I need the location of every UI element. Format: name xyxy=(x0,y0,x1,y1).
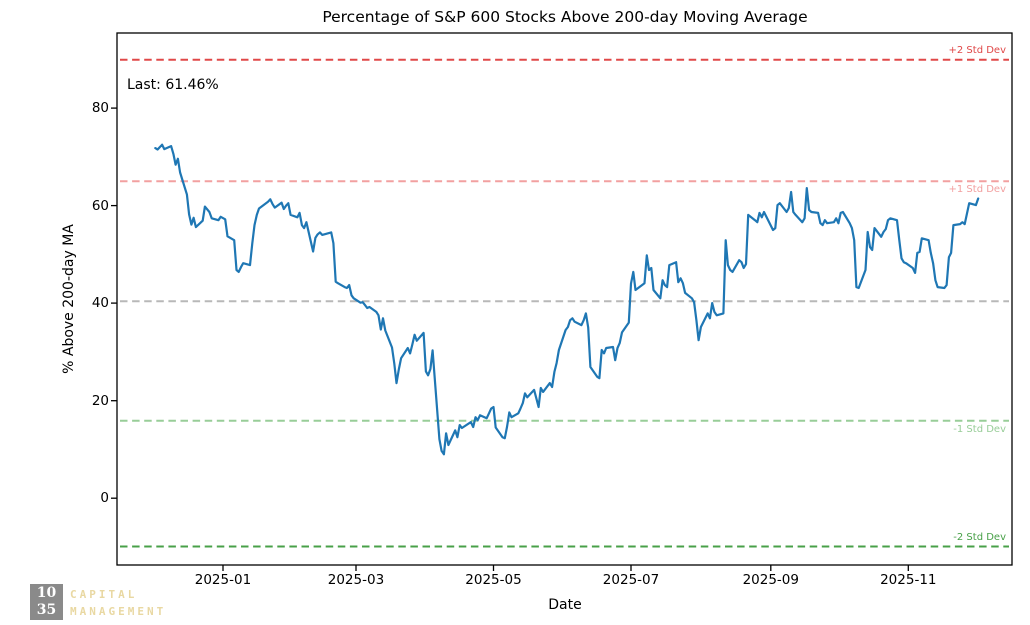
y-tick-label: 0 xyxy=(100,490,109,507)
x-axis-label: Date xyxy=(548,597,582,613)
last-value-annotation: Last: 61.46% xyxy=(127,77,219,93)
x-tick-label: 2025-01 xyxy=(194,572,252,588)
y-tick-label: 20 xyxy=(91,392,109,409)
y-tick-label: 80 xyxy=(91,100,109,117)
chart-title: Percentage of S&P 600 Stocks Above 200-d… xyxy=(322,8,808,26)
std-dev-label-plus1: +1 Std Dev xyxy=(948,184,1007,196)
std-dev-label-minus2: -2 Std Dev xyxy=(953,531,1006,543)
x-tick-label: 2025-05 xyxy=(465,572,522,588)
logo-box-line2: 35 xyxy=(36,602,57,618)
logo: 10 35 CAPITAL MANAGEMENT xyxy=(30,584,166,620)
x-tick-label: 2025-07 xyxy=(602,572,660,588)
x-tick-label: 2025-11 xyxy=(880,572,937,588)
logo-wordmark: CAPITAL MANAGEMENT xyxy=(70,584,166,620)
x-tick-label: 2025-09 xyxy=(742,572,799,588)
logo-wordmark-line1: CAPITAL xyxy=(70,588,138,601)
logo-wordmark-line2: MANAGEMENT xyxy=(70,605,167,618)
logo-box-line1: 10 xyxy=(36,585,57,601)
std-dev-label-minus1: -1 Std Dev xyxy=(953,423,1006,435)
y-axis-label: % Above 200-day MA xyxy=(61,224,77,374)
y-tick-label: 40 xyxy=(91,295,109,312)
std-dev-label-plus2: +2 Std Dev xyxy=(948,45,1007,57)
y-tick-label: 60 xyxy=(91,197,109,214)
x-tick-label: 2025-03 xyxy=(327,572,385,588)
logo-1035-box: 10 35 xyxy=(30,584,63,620)
